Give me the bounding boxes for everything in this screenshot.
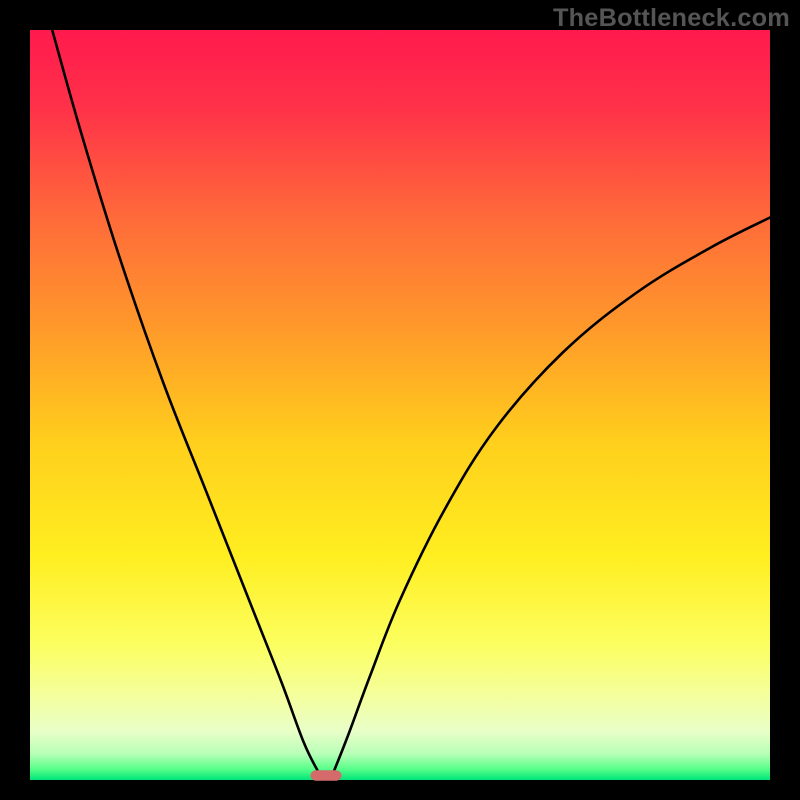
bottleneck-chart bbox=[0, 0, 800, 800]
optimal-marker bbox=[310, 770, 341, 781]
plot-background-gradient bbox=[30, 30, 770, 780]
watermark-text: TheBottleneck.com bbox=[553, 4, 790, 33]
